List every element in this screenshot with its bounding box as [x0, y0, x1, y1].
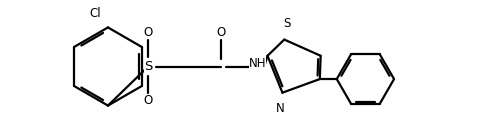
Text: Cl: Cl: [90, 7, 101, 20]
Text: NH: NH: [249, 57, 266, 70]
Text: S: S: [144, 60, 152, 73]
Text: O: O: [143, 94, 153, 107]
Text: O: O: [143, 26, 153, 39]
Text: S: S: [283, 17, 291, 30]
Text: N: N: [275, 102, 284, 115]
Text: O: O: [217, 26, 226, 39]
